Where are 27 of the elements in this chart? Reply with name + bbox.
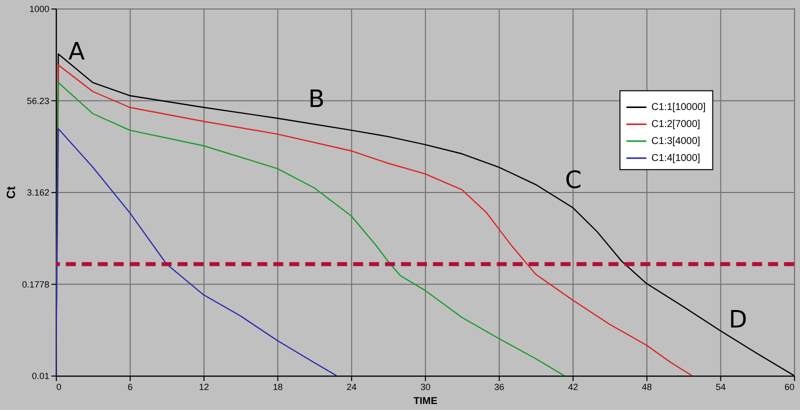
y-axis-title: Ct <box>4 186 18 199</box>
x-tick-label: 12 <box>199 382 209 392</box>
legend-label: C1:4[1000] <box>651 153 700 164</box>
annotation: D <box>728 305 748 334</box>
y-tick-label: 56.23 <box>26 96 50 106</box>
x-tick-label: 30 <box>420 382 430 392</box>
y-tick-label: 1000 <box>29 4 50 14</box>
x-tick-label: 36 <box>494 382 504 392</box>
x-tick-label: 48 <box>642 382 652 392</box>
annotation: B <box>308 85 325 114</box>
legend-label: C1:3[4000] <box>651 136 700 148</box>
x-tick-label: 42 <box>568 382 578 392</box>
annotation: C <box>564 166 582 194</box>
x-axis-title: TIME <box>414 396 438 408</box>
legend-label: C1:1[10000] <box>651 102 706 114</box>
x-tick-label: 24 <box>346 382 357 392</box>
line-series <box>56 128 337 376</box>
x-tick-label: 60 <box>784 382 795 392</box>
legend-label: C1:2[7000] <box>651 119 700 130</box>
x-tick-label: 18 <box>272 382 283 392</box>
y-tick-label: 3.162 <box>26 188 50 198</box>
x-tick-label: 54 <box>716 382 726 392</box>
y-tick-label: 0.1778 <box>22 279 50 290</box>
y-tick-label: 0.01 <box>32 371 50 382</box>
x-tick-label: 6 <box>128 382 133 392</box>
annotation: A <box>68 38 86 66</box>
x-tick-label: 0 <box>56 382 62 392</box>
